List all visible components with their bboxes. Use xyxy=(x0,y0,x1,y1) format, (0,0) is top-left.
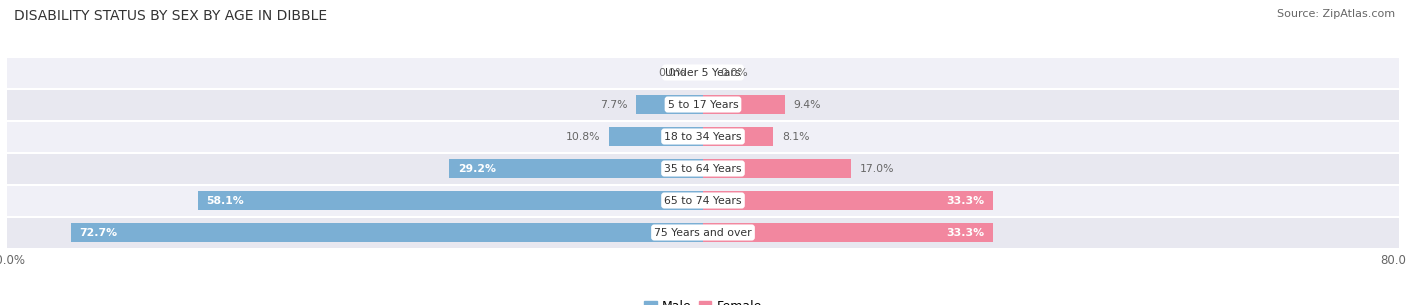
FancyBboxPatch shape xyxy=(7,152,1399,185)
FancyBboxPatch shape xyxy=(7,88,1399,120)
Text: 75 Years and over: 75 Years and over xyxy=(654,228,752,238)
Bar xyxy=(703,95,785,114)
Text: 8.1%: 8.1% xyxy=(782,131,810,142)
Bar xyxy=(636,95,703,114)
Bar xyxy=(703,159,851,178)
Text: 18 to 34 Years: 18 to 34 Years xyxy=(664,131,742,142)
Bar xyxy=(198,191,703,210)
Text: 5 to 17 Years: 5 to 17 Years xyxy=(668,99,738,109)
Bar xyxy=(703,127,773,146)
Bar xyxy=(449,159,703,178)
Text: DISABILITY STATUS BY SEX BY AGE IN DIBBLE: DISABILITY STATUS BY SEX BY AGE IN DIBBL… xyxy=(14,9,328,23)
Text: 7.7%: 7.7% xyxy=(600,99,627,109)
Text: 58.1%: 58.1% xyxy=(207,196,245,206)
Text: 29.2%: 29.2% xyxy=(458,163,496,174)
Text: 9.4%: 9.4% xyxy=(793,99,821,109)
FancyBboxPatch shape xyxy=(7,185,1399,217)
FancyBboxPatch shape xyxy=(7,56,1399,88)
Text: 0.0%: 0.0% xyxy=(658,67,686,77)
Text: 65 to 74 Years: 65 to 74 Years xyxy=(664,196,742,206)
FancyBboxPatch shape xyxy=(7,120,1399,152)
Bar xyxy=(703,223,993,242)
FancyBboxPatch shape xyxy=(7,217,1399,249)
Bar xyxy=(70,223,703,242)
Text: 72.7%: 72.7% xyxy=(79,228,117,238)
Text: 0.0%: 0.0% xyxy=(720,67,748,77)
Text: Under 5 Years: Under 5 Years xyxy=(665,67,741,77)
Text: 33.3%: 33.3% xyxy=(946,228,984,238)
Text: 10.8%: 10.8% xyxy=(565,131,600,142)
Bar xyxy=(703,191,993,210)
Legend: Male, Female: Male, Female xyxy=(640,295,766,305)
Text: Source: ZipAtlas.com: Source: ZipAtlas.com xyxy=(1277,9,1395,19)
Text: 33.3%: 33.3% xyxy=(946,196,984,206)
Text: 17.0%: 17.0% xyxy=(859,163,894,174)
Text: 35 to 64 Years: 35 to 64 Years xyxy=(664,163,742,174)
Bar xyxy=(609,127,703,146)
